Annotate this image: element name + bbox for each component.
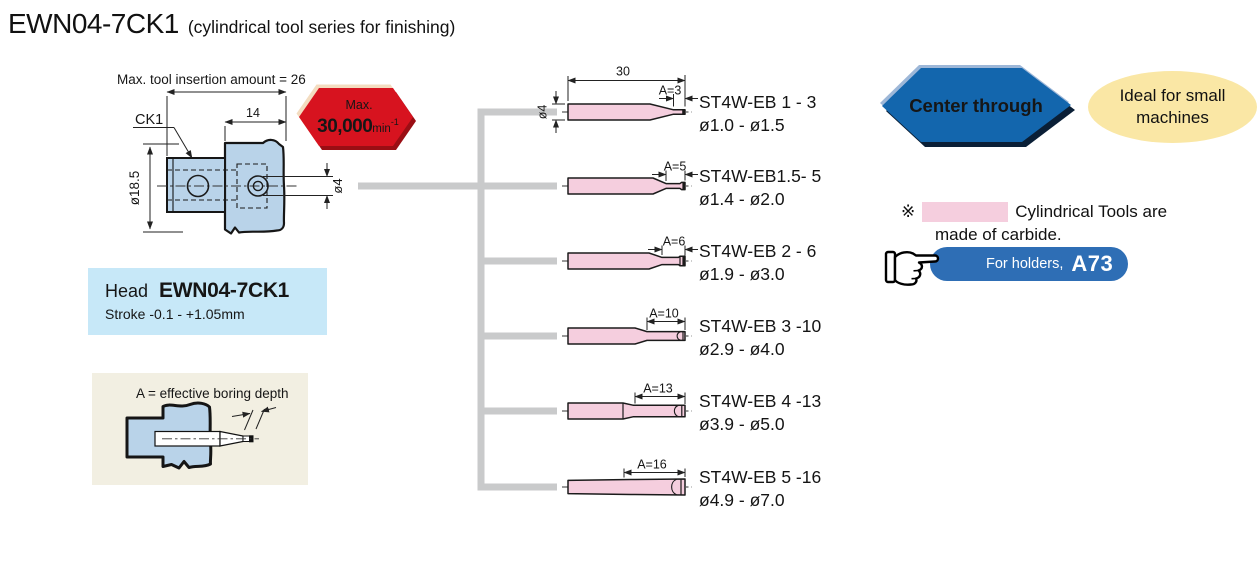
connector-tree bbox=[358, 108, 557, 491]
tool-dia-range: ø3.9 - ø5.0 bbox=[699, 414, 785, 434]
tool-label-1: ST4W-EB 1 - 3 ø1.0 - ø1.5 bbox=[699, 91, 869, 137]
carbide-note: ※ Cylindrical Tools are made of carbide. bbox=[901, 202, 1241, 245]
tool-dia-range: ø1.9 - ø3.0 bbox=[699, 264, 785, 284]
reference-marker: ※ bbox=[901, 202, 916, 221]
ideal-for-badge: Ideal for small machines bbox=[1088, 71, 1257, 143]
center-through-label: Center through bbox=[909, 95, 1043, 116]
body-dia-label: ø18.5 bbox=[127, 171, 142, 206]
tool-label-2: ST4W-EB1.5- 5 ø1.4 - ø2.0 bbox=[699, 165, 869, 211]
holders-link-prefix: For holders, bbox=[986, 256, 1064, 272]
carbide-note-line1: Cylindrical Tools are bbox=[1015, 202, 1168, 221]
insertion-dim-label: Max. tool insertion amount = 26 bbox=[117, 72, 306, 87]
tool-name: ST4W-EB 3 -10 bbox=[699, 316, 822, 336]
max-speed-prefix: Max. bbox=[345, 98, 372, 112]
tool-drawing-5: A=13 bbox=[562, 382, 692, 420]
boring-depth-illustration bbox=[125, 401, 277, 470]
tool-label-6: ST4W-EB 5 -16 ø4.9 - ø7.0 bbox=[699, 466, 869, 512]
series-note: (cylindrical tool series for finishing) bbox=[187, 17, 456, 37]
head-info-box: Head EWN04-7CK1 Stroke -0.1 - +1.05mm bbox=[88, 268, 327, 335]
head-model: EWN04-7CK1 bbox=[159, 279, 290, 302]
max-speed-value: 30,000 bbox=[317, 116, 372, 137]
tool-label-4: ST4W-EB 3 -10 ø2.9 - ø4.0 bbox=[699, 315, 869, 361]
shank-shape bbox=[166, 157, 226, 213]
tool-name: ST4W-EB1.5- 5 bbox=[699, 166, 822, 186]
center-through-badge: Center through bbox=[880, 65, 1075, 147]
max-speed-unit: min bbox=[372, 123, 391, 135]
tool-dia-range: ø4.9 - ø7.0 bbox=[699, 490, 785, 510]
shank-type-label: CK1 bbox=[135, 112, 163, 128]
tool-dia-range: ø1.0 - ø1.5 bbox=[699, 115, 785, 135]
bore-hole-inner bbox=[252, 180, 264, 192]
product-model: EWN04-7CK1 bbox=[8, 8, 179, 39]
a-dim-2: A=5 bbox=[664, 160, 687, 174]
pink-swatch bbox=[922, 202, 1009, 222]
ideal-for-label: Ideal for small machines bbox=[1119, 86, 1226, 127]
tool-name: ST4W-EB 5 -16 bbox=[699, 467, 822, 487]
a-dim-5: A=13 bbox=[643, 382, 673, 396]
tool-name: ST4W-EB 4 -13 bbox=[699, 391, 822, 411]
carbide-note-line2: made of carbide. bbox=[935, 225, 1062, 244]
head-technical-drawing: Max. tool insertion amount = 26 14 CK1 ø… bbox=[117, 72, 345, 235]
width-dim-label: 14 bbox=[246, 106, 260, 120]
bore-dia-label: ø4 bbox=[330, 178, 345, 193]
boring-depth-box: A = effective boring depth bbox=[92, 373, 308, 485]
tool-drawings: 30 A=3 ø4 A=5 bbox=[536, 65, 698, 496]
overall-length-dim: 30 bbox=[616, 65, 630, 79]
tool-name: ST4W-EB 2 - 6 bbox=[699, 241, 817, 261]
tool-drawing-6: A=16 bbox=[562, 458, 692, 496]
holders-page-ref: A73 bbox=[1071, 251, 1114, 276]
head-label: Head bbox=[105, 281, 149, 301]
tool-name: ST4W-EB 1 - 3 bbox=[699, 92, 817, 112]
tool-label-5: ST4W-EB 4 -13 ø3.9 - ø5.0 bbox=[699, 390, 869, 436]
page-title: EWN04-7CK1 (cylindrical tool series for … bbox=[8, 8, 455, 40]
svg-text:30,000min-1: 30,000min-1 bbox=[317, 116, 399, 137]
tool-dia-range: ø1.4 - ø2.0 bbox=[699, 189, 785, 209]
tool-drawing-3: A=6 bbox=[562, 235, 698, 270]
tool-drawing-2: A=5 bbox=[562, 160, 698, 195]
a-dim-3: A=6 bbox=[663, 235, 686, 249]
tool-drawing-4: A=10 bbox=[562, 307, 692, 345]
shank-dia-dim: ø4 bbox=[536, 105, 550, 120]
a-dim-1: A=3 bbox=[659, 84, 682, 98]
bore-hole-outer bbox=[247, 175, 269, 197]
clamp-hole bbox=[186, 174, 210, 198]
head-body-shape bbox=[223, 138, 286, 235]
boring-depth-note: A = effective boring depth bbox=[136, 386, 289, 401]
tool-dia-range: ø2.9 - ø4.0 bbox=[699, 339, 785, 359]
tool-label-3: ST4W-EB 2 - 6 ø1.9 - ø3.0 bbox=[699, 240, 869, 286]
holders-link[interactable]: For holders, A73 bbox=[930, 247, 1128, 281]
pointing-hand-icon bbox=[884, 250, 940, 286]
a-dim-6: A=16 bbox=[637, 458, 667, 472]
max-speed-badge: Max. 30,000min-1 bbox=[296, 84, 416, 150]
head-stroke: Stroke -0.1 - +1.05mm bbox=[105, 306, 245, 322]
a-dim-4: A=10 bbox=[649, 307, 679, 321]
max-speed-exponent: -1 bbox=[391, 117, 399, 127]
tool-drawing-1: 30 A=3 ø4 bbox=[536, 65, 698, 133]
